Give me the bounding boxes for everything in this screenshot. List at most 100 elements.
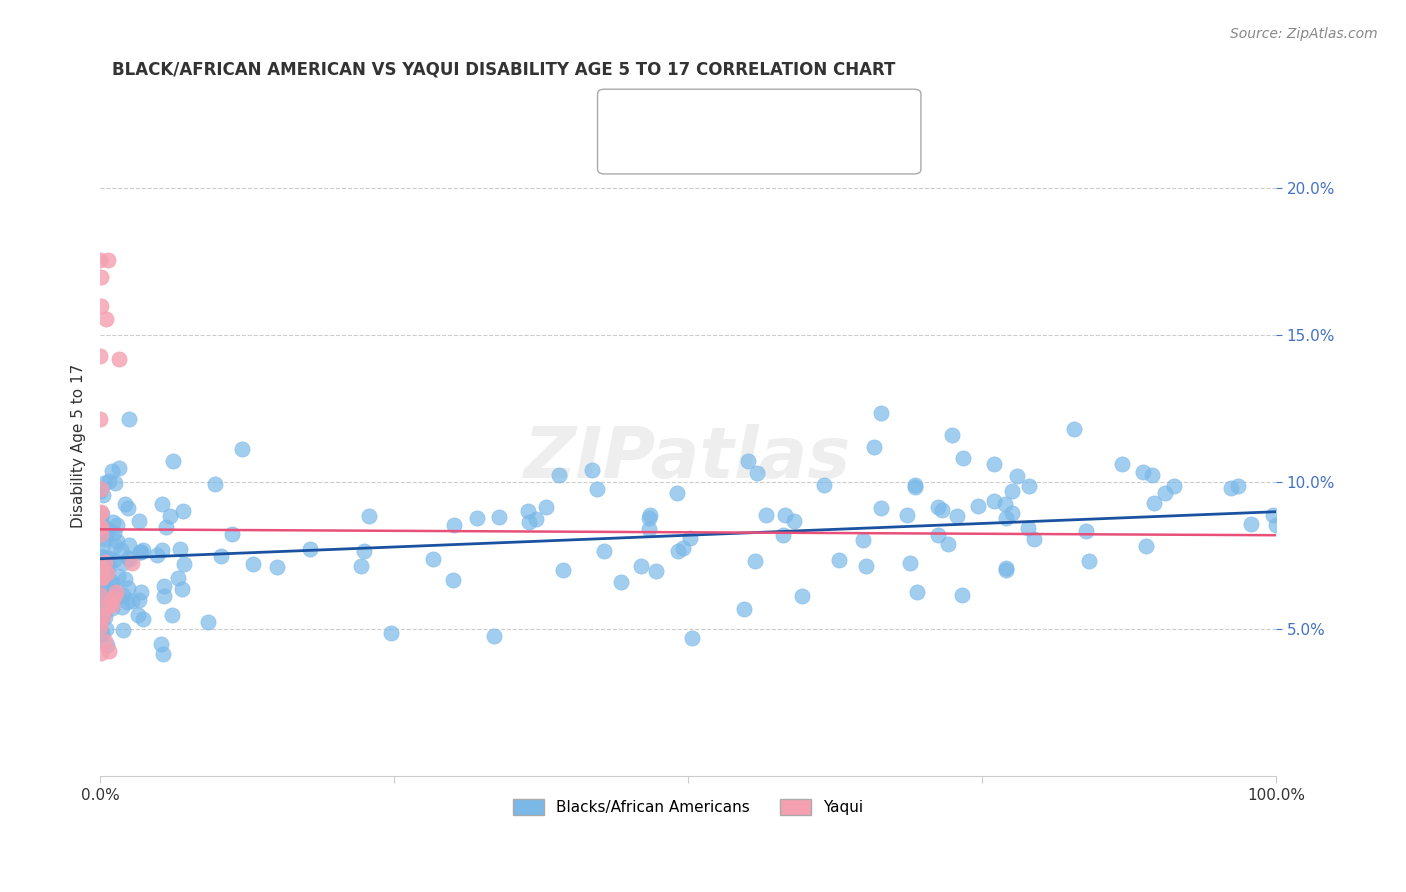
- Point: [1074, 524, 1097, 538]
- Point: [927, 500, 949, 514]
- Point: [91, 571, 114, 585]
- Legend: Blacks/African Americans, Yaqui: Blacks/African Americans, Yaqui: [508, 793, 869, 822]
- Point: [755, 508, 778, 522]
- Point: [983, 457, 1005, 471]
- Point: [221, 526, 243, 541]
- Point: [870, 501, 893, 516]
- Point: [111, 599, 134, 614]
- Point: [90, 626, 112, 640]
- Point: [96, 638, 118, 652]
- Point: [100, 598, 122, 612]
- Point: [131, 612, 153, 626]
- Point: [666, 544, 689, 558]
- Point: [93, 606, 115, 620]
- Point: [104, 476, 127, 491]
- Point: [96, 622, 118, 636]
- Point: [1005, 469, 1028, 483]
- Point: [357, 508, 380, 523]
- Point: [89, 510, 111, 524]
- Point: [516, 504, 538, 518]
- Point: [103, 525, 125, 540]
- Point: [638, 511, 661, 525]
- Point: [524, 512, 547, 526]
- Point: [441, 573, 464, 587]
- Point: [898, 556, 921, 570]
- Point: [153, 579, 176, 593]
- Point: [353, 543, 375, 558]
- Point: [783, 515, 806, 529]
- Point: [100, 576, 122, 591]
- Point: [89, 516, 111, 530]
- Point: [107, 518, 129, 533]
- Point: [127, 607, 149, 622]
- Point: [104, 584, 127, 599]
- Point: [101, 601, 124, 615]
- Point: [94, 522, 117, 536]
- Point: [91, 570, 114, 584]
- Point: [744, 554, 766, 568]
- Point: [112, 623, 135, 637]
- Point: [160, 608, 183, 623]
- Point: [101, 515, 124, 529]
- Point: [98, 586, 121, 600]
- Point: [114, 497, 136, 511]
- Point: [90, 520, 112, 534]
- Point: [1143, 496, 1166, 510]
- Point: [103, 591, 125, 605]
- Text: R = -0.006   N =  34: R = -0.006 N = 34: [661, 126, 815, 140]
- Point: [896, 508, 918, 522]
- Point: [772, 527, 794, 541]
- Point: [115, 595, 138, 609]
- Point: [94, 311, 117, 326]
- Point: [299, 542, 322, 557]
- Point: [104, 539, 127, 553]
- Point: [107, 590, 129, 604]
- Point: [121, 556, 143, 570]
- Point: [231, 442, 253, 457]
- Point: [645, 565, 668, 579]
- Point: [242, 558, 264, 572]
- Point: [89, 620, 111, 634]
- Point: [950, 589, 973, 603]
- Point: [94, 555, 117, 569]
- Point: [149, 637, 172, 651]
- Point: [114, 572, 136, 586]
- Point: [630, 558, 652, 573]
- Point: [91, 609, 114, 624]
- Point: [94, 574, 117, 588]
- Point: [905, 585, 928, 599]
- Point: [91, 488, 114, 502]
- Point: [266, 560, 288, 574]
- Point: [1001, 506, 1024, 520]
- Point: [97, 524, 120, 538]
- Bar: [619, 123, 654, 143]
- Point: [553, 563, 575, 577]
- Point: [90, 646, 112, 660]
- Point: [94, 587, 117, 601]
- Point: [98, 583, 121, 598]
- Point: [90, 505, 112, 519]
- Point: [94, 610, 117, 624]
- Point: [97, 644, 120, 658]
- Point: [129, 585, 152, 599]
- Point: [90, 549, 112, 563]
- Point: [170, 582, 193, 596]
- Point: [117, 551, 139, 566]
- Point: [1018, 479, 1040, 493]
- Point: [90, 518, 112, 533]
- Point: [152, 648, 174, 662]
- Point: [422, 552, 444, 566]
- Point: [585, 482, 607, 496]
- Point: [169, 541, 191, 556]
- Point: [155, 520, 177, 534]
- Point: [120, 552, 142, 566]
- Point: [97, 252, 120, 267]
- Point: [98, 591, 121, 606]
- Point: [1063, 422, 1085, 436]
- Point: [118, 538, 141, 552]
- Point: [96, 571, 118, 585]
- Point: [773, 508, 796, 522]
- Point: [98, 474, 121, 488]
- Point: [983, 494, 1005, 508]
- Text: ZIPatlas: ZIPatlas: [524, 425, 852, 493]
